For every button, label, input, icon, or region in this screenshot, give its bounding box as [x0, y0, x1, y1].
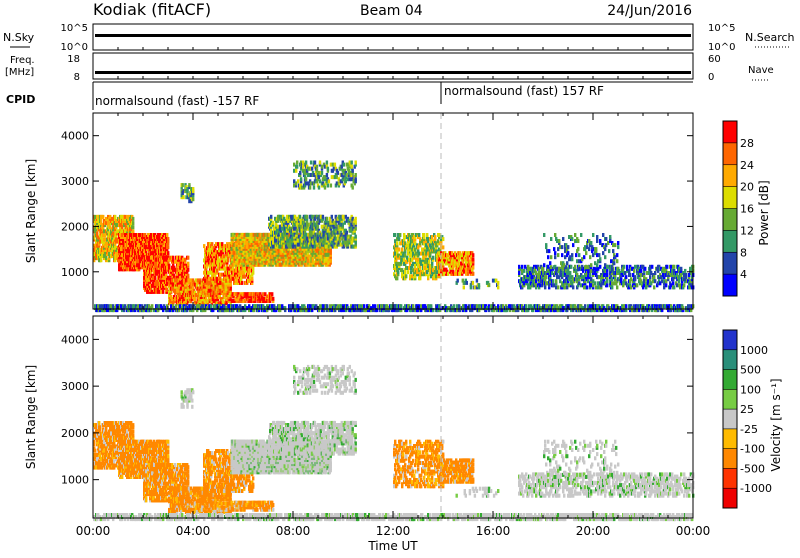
heatmap-cell: [187, 262, 189, 266]
nave-label: Nave: [748, 65, 774, 76]
heatmap-cell: [275, 239, 277, 243]
heatmap-cell: [132, 217, 134, 221]
heatmap-cell: [431, 262, 433, 266]
heatmap-cell: [432, 256, 434, 260]
freq-frame: [93, 53, 693, 79]
freq-unit: [MHz]: [5, 67, 34, 78]
heatmap-cell: [399, 233, 401, 237]
nsky-trace: [95, 34, 691, 37]
heatmap-cell: [272, 297, 274, 301]
heatmap-cell: [405, 274, 407, 278]
station-title: Kodiak (fitACF): [93, 0, 211, 19]
heatmap-cell: [401, 248, 403, 252]
nsky-tick-bottom: 10^0: [61, 42, 88, 53]
heatmap-cell: [355, 217, 357, 221]
heatmap-cell: [428, 260, 430, 264]
heatmap-cell: [407, 270, 409, 274]
heatmap-cell: [426, 233, 428, 237]
freq-panel: Freq. [MHz] 18 8 Nave 60 0: [5, 53, 774, 83]
nsky-label: N.Sky: [3, 31, 35, 44]
heatmap-cell: [187, 256, 189, 260]
heatmap-cell: [442, 237, 444, 241]
freq-tick-bottom: 8: [74, 72, 80, 83]
heatmap-cell: [132, 221, 134, 225]
heatmap-cell: [355, 221, 357, 225]
heatmap-cell: [270, 215, 272, 219]
heatmap-cell: [272, 221, 274, 225]
heatmap-cell: [305, 233, 307, 237]
heatmap-cell: [394, 233, 396, 237]
heatmap-cell: [272, 245, 274, 249]
heatmap-cell: [100, 258, 102, 262]
heatmap-cell: [397, 270, 399, 274]
heatmap-cell: [219, 281, 221, 285]
heatmap-cell: [166, 233, 168, 237]
heatmap-cell: [241, 281, 243, 285]
nsearch-tick-top: 10^5: [708, 23, 735, 34]
heatmap-cell: [167, 237, 169, 241]
heatmap-cell: [442, 245, 444, 249]
nsearch-tick-bottom: 10^0: [708, 42, 735, 53]
heatmap-cell: [398, 248, 400, 252]
heatmap-cell: [168, 264, 170, 268]
heatmap-cell: [252, 271, 254, 275]
heatmap-cell: [398, 237, 400, 241]
heatmap-cell: [306, 215, 308, 219]
heatmap-cell: [187, 274, 189, 278]
heatmap-cell: [434, 235, 436, 239]
heatmap-cell: [167, 251, 169, 255]
heatmap-cell: [396, 241, 398, 245]
heatmap-cell: [322, 215, 324, 219]
cpid-panel: CPID normalsound (fast) -157 RF normalso…: [6, 82, 693, 110]
heatmap-cell: [326, 217, 328, 221]
heatmap-cell: [252, 267, 254, 271]
freq-label: Freq.: [10, 55, 35, 66]
cpid-segment-1: normalsound (fast) -157 RF: [95, 94, 259, 108]
nsearch-label: N.Search: [745, 31, 795, 44]
freq-trace: [95, 71, 691, 74]
heatmap-cell: [355, 227, 357, 231]
heatmap-cell: [132, 225, 134, 229]
heatmap-cell: [346, 231, 348, 235]
heatmap-cell: [291, 237, 293, 241]
heatmap-cell: [96, 231, 98, 235]
heatmap-cell: [211, 242, 213, 246]
heatmap-cell: [331, 215, 333, 219]
heatmap-cell: [314, 245, 316, 249]
heatmap-cell: [114, 215, 116, 219]
heatmap-cell: [396, 276, 398, 280]
heatmap-cell: [132, 229, 134, 233]
nave-tick-bottom: 0: [708, 72, 714, 83]
heatmap-cell: [418, 233, 420, 237]
nave-tick-top: 60: [708, 54, 721, 65]
heatmap-cell: [299, 215, 301, 219]
heatmap-cell: [172, 256, 174, 260]
nsky-panel: N.Sky 10^5 10^0 N.Search 10^5 10^0: [3, 23, 795, 53]
power-data-cells: [93, 161, 694, 313]
heatmap-cell: [355, 235, 357, 239]
heatmap-cell: [423, 233, 425, 237]
heatmap-cell: [209, 281, 211, 285]
nsky-tick-top: 10^5: [61, 23, 88, 34]
beam-title: Beam 04: [360, 3, 423, 19]
heatmap-cell: [279, 245, 281, 249]
heatmap-cell: [306, 237, 308, 241]
heatmap-cell: [162, 290, 164, 294]
heatmap-cell: [175, 278, 177, 282]
heatmap-cell: [251, 277, 253, 281]
heatmap-cell: [271, 292, 273, 296]
heatmap-cell: [154, 276, 156, 280]
date-title: 24/Jun/2016: [607, 3, 692, 19]
heatmap-cell: [203, 244, 205, 248]
heatmap-cell: [219, 277, 221, 281]
cpid-segment-2: normalsound (fast) 157 RF: [444, 84, 604, 98]
heatmap-cell: [102, 215, 104, 219]
freq-tick-top: 18: [67, 54, 80, 65]
cpid-label: CPID: [6, 93, 35, 106]
heatmap-cell: [167, 245, 169, 249]
heatmap-cell: [187, 268, 189, 272]
heatmap-cell: [317, 225, 319, 229]
